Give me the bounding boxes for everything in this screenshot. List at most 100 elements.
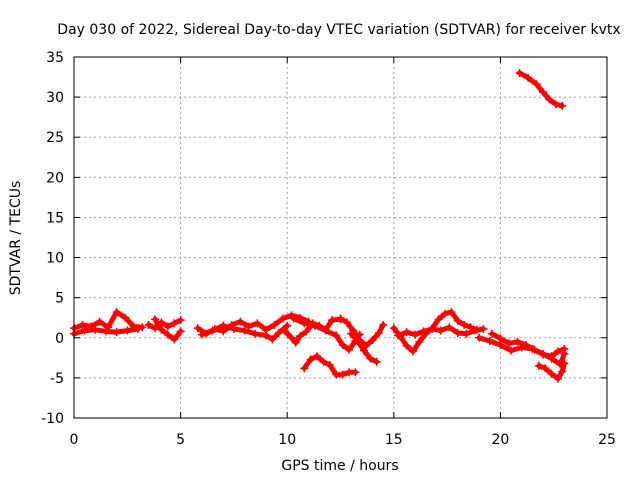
data-point — [504, 339, 513, 348]
data-point — [315, 321, 324, 330]
data-point — [515, 69, 524, 78]
y-tick-label: -10 — [41, 411, 64, 427]
data-point — [394, 331, 403, 340]
data-point — [419, 327, 428, 336]
data-point — [253, 319, 262, 328]
data-point — [80, 326, 89, 335]
data-point — [327, 316, 336, 325]
data-point — [229, 324, 238, 333]
data-point — [436, 326, 445, 335]
data-point — [530, 345, 539, 354]
data-point — [560, 359, 569, 368]
data-point — [112, 308, 121, 317]
data-point — [347, 329, 356, 338]
data-point — [78, 320, 87, 329]
data-point — [470, 326, 479, 335]
data-point — [133, 324, 142, 333]
data-point — [308, 319, 317, 328]
data-point — [170, 335, 179, 344]
y-tick-label: 0 — [55, 331, 64, 347]
data-point — [197, 330, 206, 339]
data-point — [462, 329, 471, 338]
data-point — [300, 364, 309, 373]
data-layer — [70, 69, 569, 383]
data-point — [274, 328, 283, 337]
data-point — [379, 320, 388, 329]
data-point — [372, 357, 381, 366]
data-point — [534, 361, 543, 370]
data-point — [163, 330, 172, 339]
data-point — [157, 325, 166, 334]
series-trace-s6 — [199, 323, 290, 342]
data-point — [547, 352, 556, 361]
data-point — [513, 337, 522, 346]
data-point — [291, 338, 300, 347]
data-point — [368, 336, 377, 345]
data-point — [524, 73, 533, 82]
data-point — [236, 317, 245, 326]
data-point — [219, 321, 228, 330]
data-point — [281, 327, 290, 336]
data-point — [485, 336, 494, 345]
data-point — [545, 95, 554, 104]
x-tick-label: 10 — [278, 432, 296, 448]
data-point — [539, 88, 548, 97]
x-tick-label: 0 — [70, 432, 79, 448]
data-point — [338, 340, 347, 349]
data-point — [558, 101, 567, 110]
data-point — [289, 314, 298, 323]
y-tick-label: -5 — [50, 371, 64, 387]
y-tick-label: 10 — [46, 251, 64, 267]
data-point — [240, 326, 249, 335]
data-point — [402, 341, 411, 350]
x-axis-label: GPS time / hours — [281, 458, 398, 474]
y-tick-label: 25 — [46, 130, 64, 146]
data-point — [123, 326, 132, 335]
data-point — [278, 314, 287, 323]
plot-frame — [73, 56, 608, 419]
data-point — [541, 364, 550, 373]
data-point — [268, 335, 277, 344]
x-tick-label: 20 — [491, 432, 509, 448]
y-tick-label: 30 — [46, 90, 64, 106]
chart-title: Day 030 of 2022, Sidereal Day-to-day VTE… — [57, 22, 620, 38]
series-trace-s10 — [338, 316, 386, 349]
data-point — [345, 345, 354, 354]
data-point — [507, 346, 516, 355]
data-point — [553, 347, 562, 356]
x-tick-label: 5 — [176, 432, 185, 448]
data-point — [389, 324, 398, 333]
data-point — [434, 315, 443, 324]
grid — [74, 57, 607, 418]
data-point — [539, 350, 548, 359]
data-point — [151, 315, 160, 324]
data-point — [558, 367, 567, 376]
data-point — [91, 325, 100, 334]
data-point — [295, 332, 304, 341]
data-point — [144, 320, 153, 329]
data-point — [270, 320, 279, 329]
data-point — [176, 327, 185, 336]
data-point — [325, 361, 334, 370]
data-point — [553, 374, 562, 383]
axis-ticks: 0 5 10 15 20 25 -10 -5 0 5 10 15 20 25 30 35 — [41, 50, 616, 448]
data-point — [445, 323, 454, 332]
data-point — [547, 369, 556, 378]
data-point — [302, 327, 311, 336]
data-point — [408, 347, 417, 356]
data-point — [342, 318, 351, 327]
data-point — [496, 334, 505, 343]
data-point — [475, 333, 484, 342]
data-point — [170, 319, 179, 328]
data-point — [319, 357, 328, 366]
data-point — [121, 313, 130, 322]
data-point — [447, 308, 456, 317]
series-trace-s15 — [489, 331, 567, 359]
y-tick-label: 15 — [46, 210, 64, 226]
data-point — [487, 329, 496, 338]
data-point — [112, 328, 121, 337]
data-point — [440, 309, 449, 318]
data-point — [521, 340, 530, 349]
data-point — [306, 355, 315, 364]
